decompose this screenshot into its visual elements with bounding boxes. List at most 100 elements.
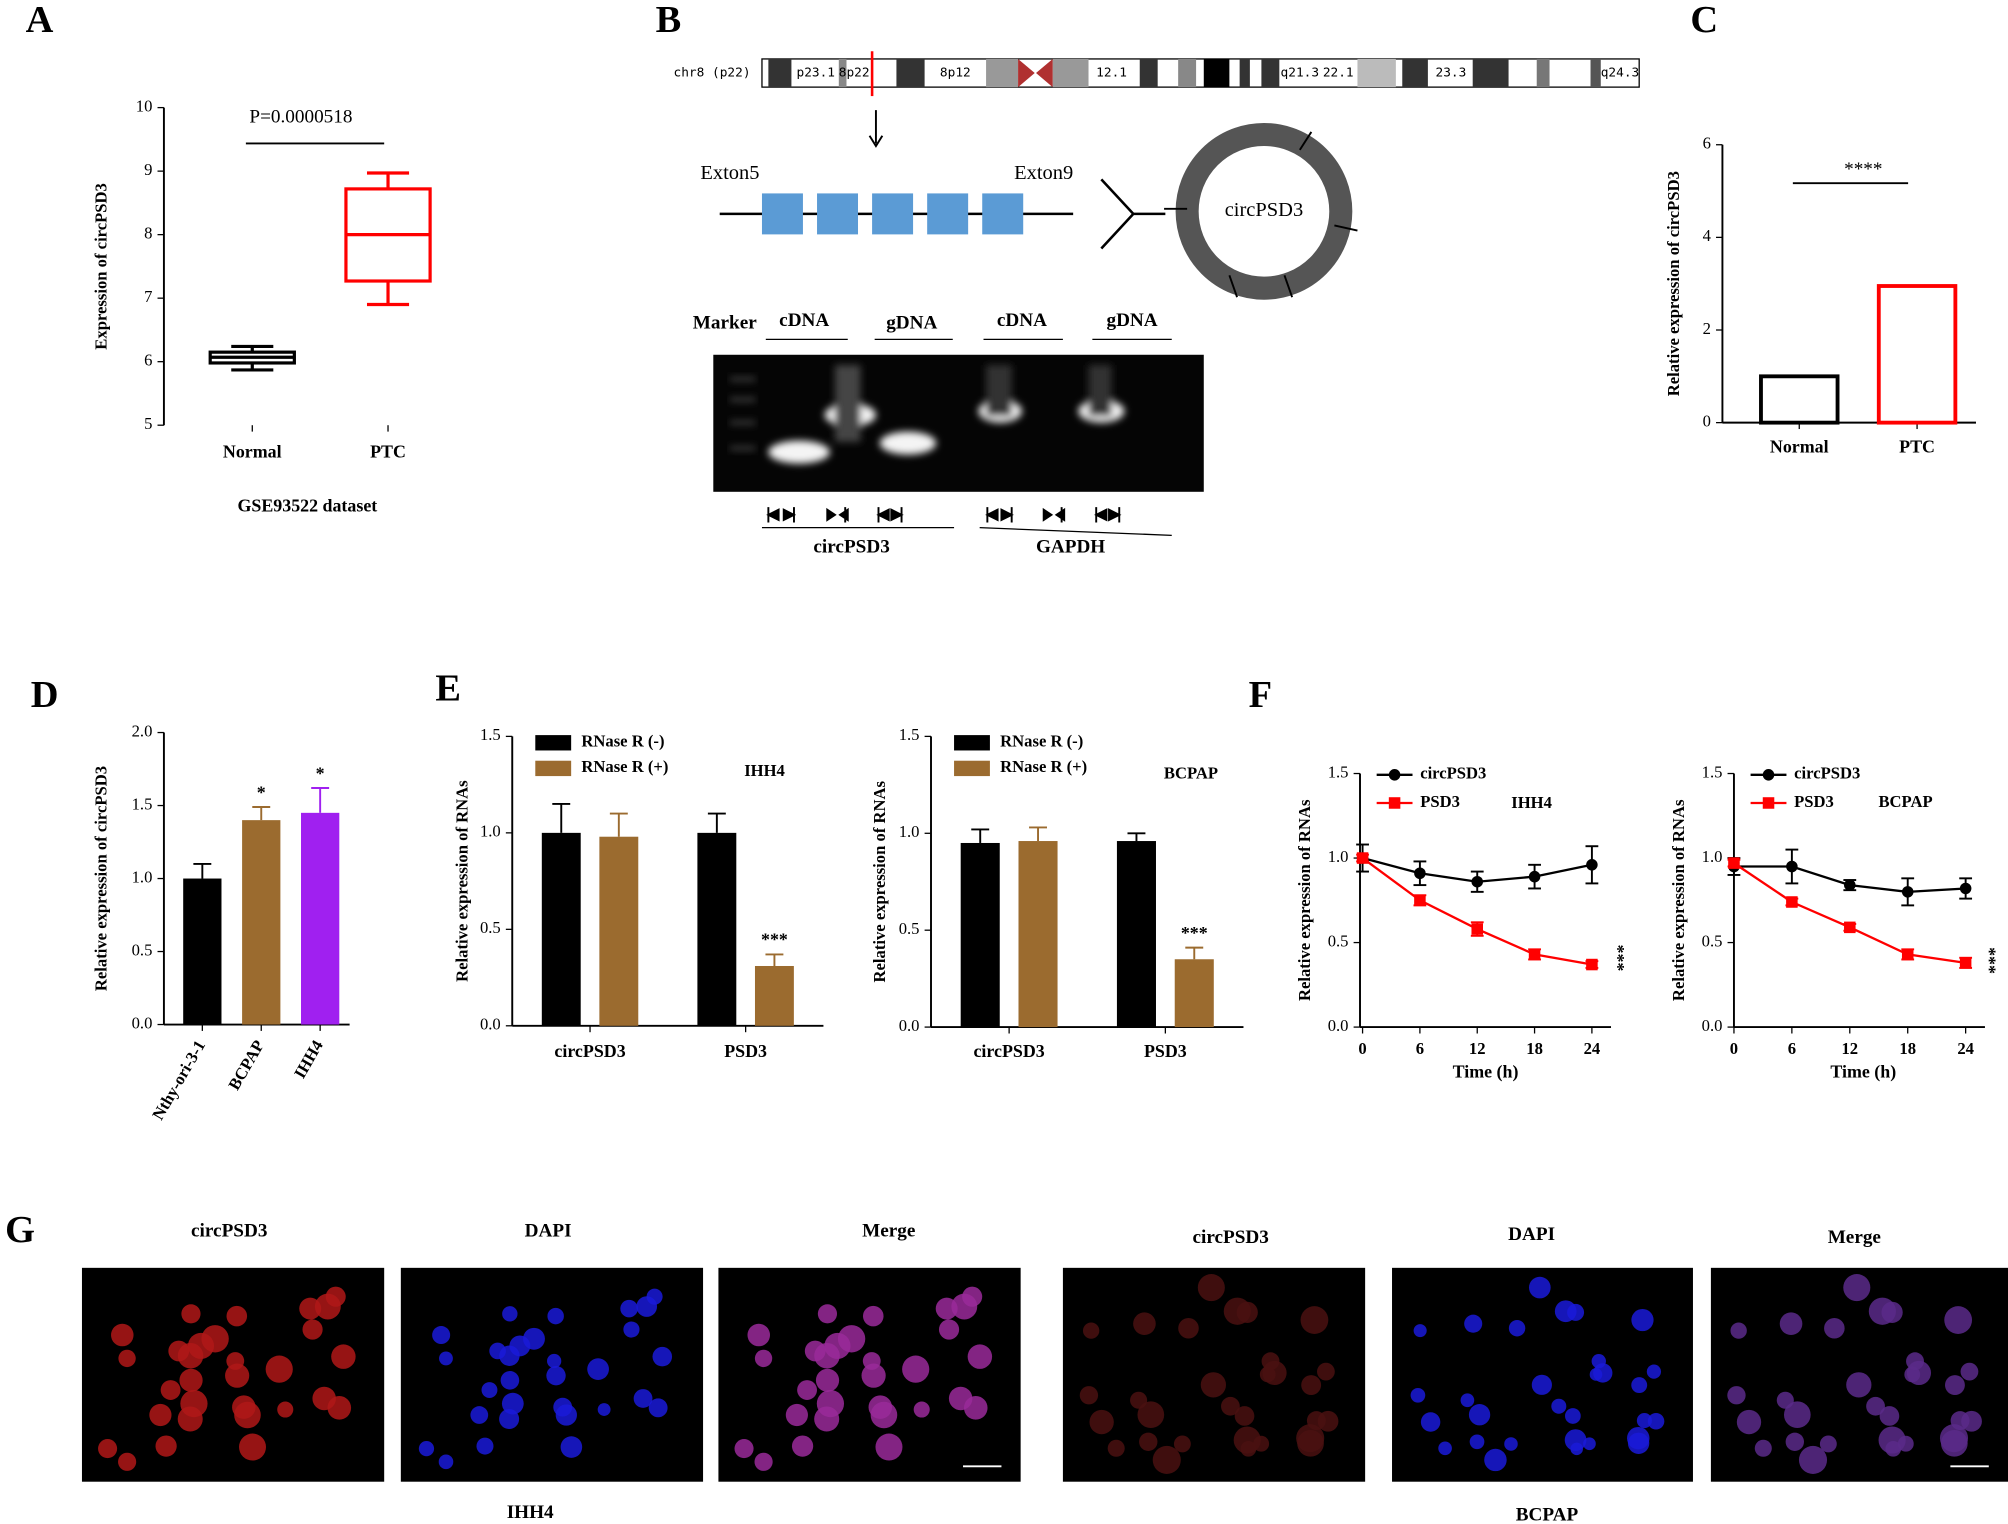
cell <box>1565 1408 1581 1424</box>
bar <box>1876 284 1958 425</box>
legend-swatch <box>954 760 990 777</box>
cell <box>470 1406 489 1424</box>
cell <box>418 1440 435 1457</box>
legend-swatch <box>954 735 990 751</box>
cell <box>560 1436 583 1458</box>
cell <box>331 1344 356 1369</box>
panel-letter: A <box>26 0 54 41</box>
panel-letter: D <box>31 674 59 716</box>
cell <box>155 1435 177 1457</box>
cell <box>1508 1320 1526 1337</box>
cell <box>633 1389 653 1408</box>
cell <box>302 1319 323 1340</box>
cell <box>179 1368 203 1392</box>
chart: 0.0 0.5 1.0 1.5 Relative expression of RNAs 0… <box>1669 762 1999 1082</box>
cell <box>597 1403 611 1416</box>
cell <box>118 1452 137 1471</box>
y-tick-label: 5 <box>144 414 152 433</box>
bar <box>960 842 1000 1028</box>
cell <box>902 1355 930 1383</box>
cell <box>160 1380 181 1400</box>
y-axis-title: Expression of circPSD3 <box>91 183 110 350</box>
cell <box>861 1363 886 1388</box>
cell <box>181 1304 201 1324</box>
channel-label: Merge <box>862 1220 916 1241</box>
cell <box>547 1353 562 1369</box>
point <box>1414 867 1426 880</box>
cell <box>546 1365 566 1386</box>
cell <box>1460 1393 1475 1408</box>
point <box>1844 921 1856 934</box>
x-tick-label: 6 <box>1788 1039 1796 1058</box>
cell <box>481 1382 498 1398</box>
channel-label: circPSD3 <box>191 1220 267 1241</box>
y-tick-label: 1.5 <box>480 725 501 744</box>
cell <box>1079 1386 1099 1405</box>
gel-lane-label: gDNA <box>1106 310 1157 331</box>
cell <box>1317 1410 1339 1432</box>
cell <box>98 1439 118 1459</box>
cell <box>180 1390 208 1418</box>
cell <box>314 1293 341 1320</box>
cell <box>1944 1306 1973 1334</box>
cell <box>1259 1366 1276 1383</box>
cell <box>1647 1412 1665 1430</box>
cell <box>1221 1396 1240 1416</box>
cell <box>1551 1398 1567 1414</box>
point <box>1528 870 1541 883</box>
band-label: p23.1 <box>796 66 835 81</box>
point <box>1356 852 1369 864</box>
annotation: **** <box>1844 159 1882 180</box>
cell <box>734 1439 754 1459</box>
cell <box>1464 1314 1483 1333</box>
significance: * <box>316 763 325 783</box>
bar <box>1018 841 1058 1028</box>
cell <box>1785 1432 1805 1451</box>
x-tick-label: 18 <box>1899 1039 1916 1058</box>
y-axis-title: Relative expression of RNAs <box>1669 799 1688 1001</box>
cell <box>1631 1308 1654 1332</box>
cell <box>862 1305 884 1327</box>
legend-label: RNase R (-) <box>581 732 664 751</box>
cell <box>555 1404 577 1426</box>
point <box>1586 859 1598 871</box>
chart-title: IHH4 <box>1511 793 1552 812</box>
exons <box>761 193 1024 235</box>
x-tick-label: 0 <box>1730 1039 1738 1058</box>
cell <box>620 1299 638 1318</box>
point <box>1471 875 1483 888</box>
y-tick-label: 0.0 <box>480 1015 501 1034</box>
cell <box>1824 1317 1845 1339</box>
cell <box>636 1296 658 1317</box>
cell <box>1528 1276 1551 1299</box>
cell <box>1843 1274 1871 1302</box>
cell <box>1469 1434 1485 1450</box>
y-tick-label: 1.0 <box>899 822 920 841</box>
x-tick-label: PSD3 <box>724 1041 767 1061</box>
group-line <box>979 527 1172 536</box>
y-tick-label: 1.0 <box>132 867 153 886</box>
cell <box>1961 1410 1982 1432</box>
cell <box>234 1401 261 1429</box>
cell <box>875 1433 903 1461</box>
chart: 5 6 7 8 9 10 Expression of circPSD3 GSE93522 da… <box>91 96 432 515</box>
cell <box>500 1371 520 1390</box>
cell <box>1868 1297 1896 1325</box>
point <box>1959 957 1972 969</box>
gel-lane-label: cDNA <box>997 310 1047 331</box>
y-tick-label: 1.5 <box>1328 762 1349 781</box>
legend-swatch <box>535 735 572 751</box>
cell <box>1197 1274 1225 1302</box>
cell <box>547 1307 564 1325</box>
cell <box>652 1346 673 1367</box>
cell <box>1261 1352 1280 1371</box>
y-axis-title: Relative expression of RNAs <box>452 780 471 982</box>
bar <box>1759 374 1840 425</box>
channel-label: DAPI <box>1508 1224 1555 1245</box>
y-tick-label: 0.0 <box>132 1013 153 1032</box>
y-tick-label: 1.0 <box>1702 847 1723 866</box>
cell <box>785 1403 808 1427</box>
y-axis-title: Relative expression of circPSD3 <box>91 766 110 991</box>
x-tick-label: 24 <box>1957 1039 1974 1058</box>
